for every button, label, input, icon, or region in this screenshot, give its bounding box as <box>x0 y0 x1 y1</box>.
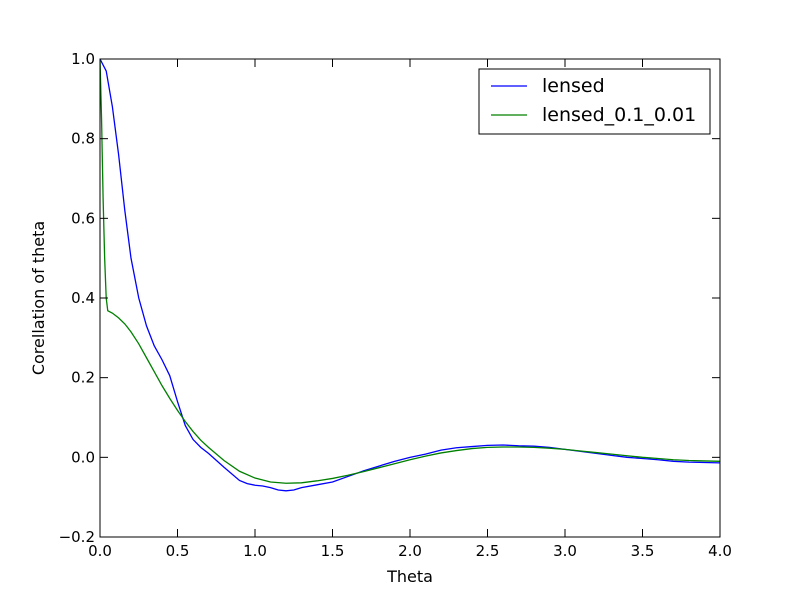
y-tick-label: 0.8 <box>71 130 95 148</box>
legend: lensed lensed_0.1_0.01 <box>478 68 711 135</box>
series-line-lensed-0-1-0-01 <box>100 59 720 484</box>
legend-box <box>478 68 711 135</box>
y-tick-label: 0.0 <box>71 448 95 466</box>
x-tick-label: 0.5 <box>166 542 190 560</box>
y-tick-label: 1.0 <box>71 50 95 68</box>
series-layer <box>100 59 720 492</box>
x-tick-label: 2.5 <box>476 542 500 560</box>
tick-layer: 0.0 0.5 1.0 1.5 2.0 2.5 3.0 3.5 4.0−0.20.00.20.4… <box>59 50 732 560</box>
legend-label-lensed: lensed <box>542 75 605 97</box>
x-tick-label: 4.0 <box>708 542 732 560</box>
x-tick-label: 1.0 <box>243 542 267 560</box>
y-tick-label: −0.2 <box>59 528 95 546</box>
y-axis-title: Corellation of theta <box>29 221 48 375</box>
x-tick-label: 2.0 <box>398 542 422 560</box>
x-tick-label: 3.5 <box>631 542 655 560</box>
x-tick-label: 0.0 <box>88 542 112 560</box>
y-tick-label: 0.6 <box>71 209 95 227</box>
x-tick-label: 3.0 <box>553 542 577 560</box>
y-tick-label: 0.2 <box>71 369 95 387</box>
x-axis-title: Theta <box>386 567 433 586</box>
x-tick-label: 1.5 <box>321 542 345 560</box>
y-tick-label: 0.4 <box>71 289 95 307</box>
legend-label-lensed-0-1-0-01: lensed_0.1_0.01 <box>542 104 696 126</box>
